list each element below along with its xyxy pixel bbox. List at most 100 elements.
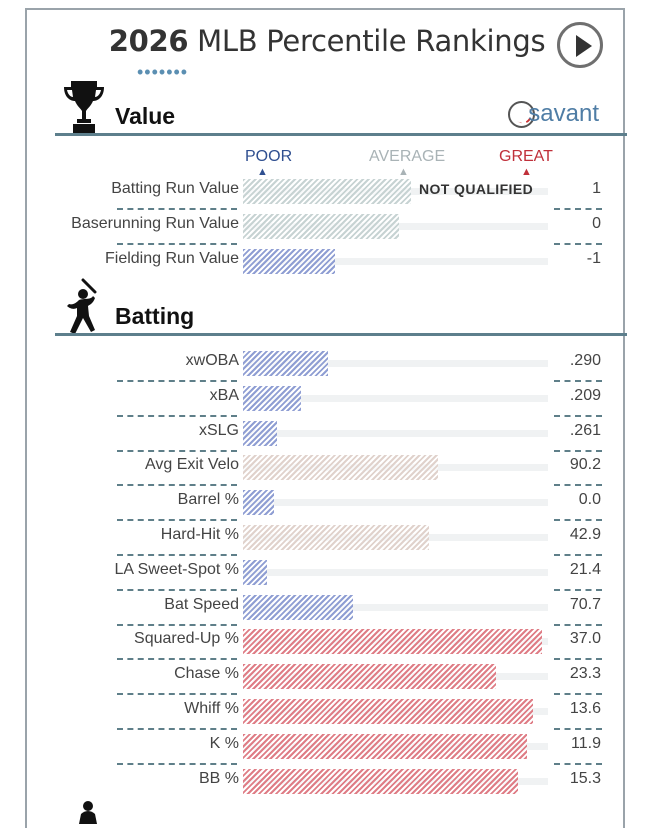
qualification-note: NOT QUALIFIED [419, 181, 534, 197]
metric-row[interactable]: xBA .209 [27, 381, 627, 417]
row-divider [554, 449, 602, 452]
metric-label: Squared-Up % [134, 630, 239, 648]
legend-great: GREAT [499, 148, 553, 165]
metric-value: 42.9 [569, 526, 601, 543]
row-divider [554, 762, 602, 765]
legend-poor: POOR [245, 148, 293, 165]
fielder-icon [79, 801, 97, 824]
metric-value: 70.7 [569, 595, 601, 613]
metric-row[interactable]: Batting Run Value NOT QUALIFIED 1 [27, 174, 627, 210]
metric-row[interactable]: Fielding Run Value -1 [27, 244, 627, 279]
percentile-bar[interactable] [243, 525, 429, 550]
great-arrow-icon: ▲ [521, 166, 532, 178]
play-button[interactable] [557, 22, 603, 68]
percentile-bar[interactable] [243, 629, 542, 655]
percentile-bar[interactable] [243, 733, 527, 759]
metric-value: 13.6 [569, 700, 601, 717]
section-title: Batting [115, 303, 195, 329]
percentile-card: 2026 MLB Percentile Rankings ••••••• Val… [25, 8, 627, 828]
percentile-bar[interactable] [243, 490, 274, 516]
card-header: 2026 MLB Percentile Rankings ••••••• [27, 10, 623, 81]
batter-icon [67, 278, 97, 334]
percentile-track [243, 258, 548, 265]
page-title: 2026 MLB Percentile Rankings [27, 24, 627, 58]
metric-label: Fielding Run Value [104, 250, 239, 267]
metric-value: -1 [586, 250, 601, 267]
percentile-bar[interactable] [243, 214, 399, 239]
percentile-track [243, 568, 548, 576]
title-year: 2026 [108, 24, 189, 58]
average-arrow-icon: ▲ [398, 166, 409, 178]
metric-value: 90.2 [569, 456, 601, 474]
metric-row[interactable]: LA Sweet-Spot % 21.4 [27, 555, 627, 591]
metric-row[interactable]: Bat Speed 70.7 [27, 590, 627, 626]
percentile-bar[interactable] [243, 455, 438, 481]
row-divider [117, 208, 237, 210]
metric-label: xBA [209, 386, 239, 404]
row-divider [554, 728, 602, 730]
metric-label: xSLG [198, 421, 239, 439]
metric-row[interactable]: Squared-Up % 37.0 [27, 624, 627, 661]
percentile-bar[interactable] [243, 420, 277, 446]
row-divider [554, 484, 602, 487]
percentile-track [243, 360, 548, 367]
row-divider [554, 414, 602, 417]
baseball-icon[interactable] [508, 101, 535, 128]
percentile-bar[interactable] [243, 351, 328, 376]
percentile-track [243, 429, 548, 437]
row-divider [554, 208, 602, 210]
metric-value: .209 [569, 386, 601, 404]
metric-value: 11.9 [571, 734, 601, 752]
row-divider [117, 588, 237, 591]
carousel-dots[interactable]: ••••••• [137, 62, 189, 82]
metric-row[interactable]: xwOBA .290 [27, 346, 627, 382]
row-divider [554, 554, 602, 556]
trophy-icon [64, 81, 104, 134]
row-divider [117, 762, 237, 765]
metric-row[interactable]: K % 11.9 [27, 729, 627, 765]
metric-row[interactable]: Hard-Hit % 42.9 [27, 520, 627, 556]
title-text: MLB Percentile Rankings [188, 24, 546, 58]
metric-row[interactable]: Avg Exit Velo 90.2 [27, 450, 627, 487]
row-divider [117, 658, 237, 661]
percentile-bar[interactable] [243, 699, 533, 724]
row-divider [117, 693, 237, 696]
percentile-bar[interactable] [243, 385, 301, 411]
percentile-bar[interactable] [243, 664, 496, 690]
row-divider [117, 554, 237, 556]
percentile-bar[interactable] [243, 594, 353, 620]
metric-row[interactable]: Barrel % 0.0 [27, 485, 627, 522]
row-divider [554, 588, 602, 591]
row-divider [554, 658, 602, 661]
row-divider [117, 243, 237, 245]
metric-row[interactable]: Baserunning Run Value 0 [27, 209, 627, 245]
metric-label: xwOBA [185, 352, 239, 369]
row-divider [554, 693, 602, 696]
metric-value: 23.3 [569, 665, 601, 683]
metric-row[interactable]: Chase % 23.3 [27, 659, 627, 696]
metric-value: 0 [592, 215, 601, 232]
metric-row[interactable]: Whiff % 13.6 [27, 694, 627, 730]
row-divider [554, 243, 602, 245]
metric-value: 0.0 [578, 491, 601, 509]
metric-label: Bat Speed [164, 595, 239, 613]
legend-average: AVERAGE [369, 148, 446, 165]
percentile-bar[interactable] [243, 559, 267, 585]
metric-label: LA Sweet-Spot % [114, 560, 239, 578]
percentile-bar[interactable] [243, 249, 335, 274]
percentile-track [243, 603, 548, 611]
percentile-bar[interactable] [243, 768, 518, 794]
metric-label: Batting Run Value [111, 180, 239, 197]
row-divider [554, 519, 602, 522]
savant-logo-text[interactable]: savant [528, 100, 599, 127]
metric-value: 37.0 [569, 630, 601, 648]
row-divider [117, 449, 237, 452]
metric-label: Hard-Hit % [160, 526, 239, 543]
row-divider [554, 380, 602, 382]
section-title: Value [115, 103, 176, 129]
percentile-bar[interactable] [243, 179, 411, 204]
row-divider [117, 519, 237, 522]
metric-row[interactable]: BB % 15.3 [27, 764, 627, 799]
metric-row[interactable]: xSLG .261 [27, 416, 627, 452]
metric-label: Avg Exit Velo [145, 456, 239, 474]
